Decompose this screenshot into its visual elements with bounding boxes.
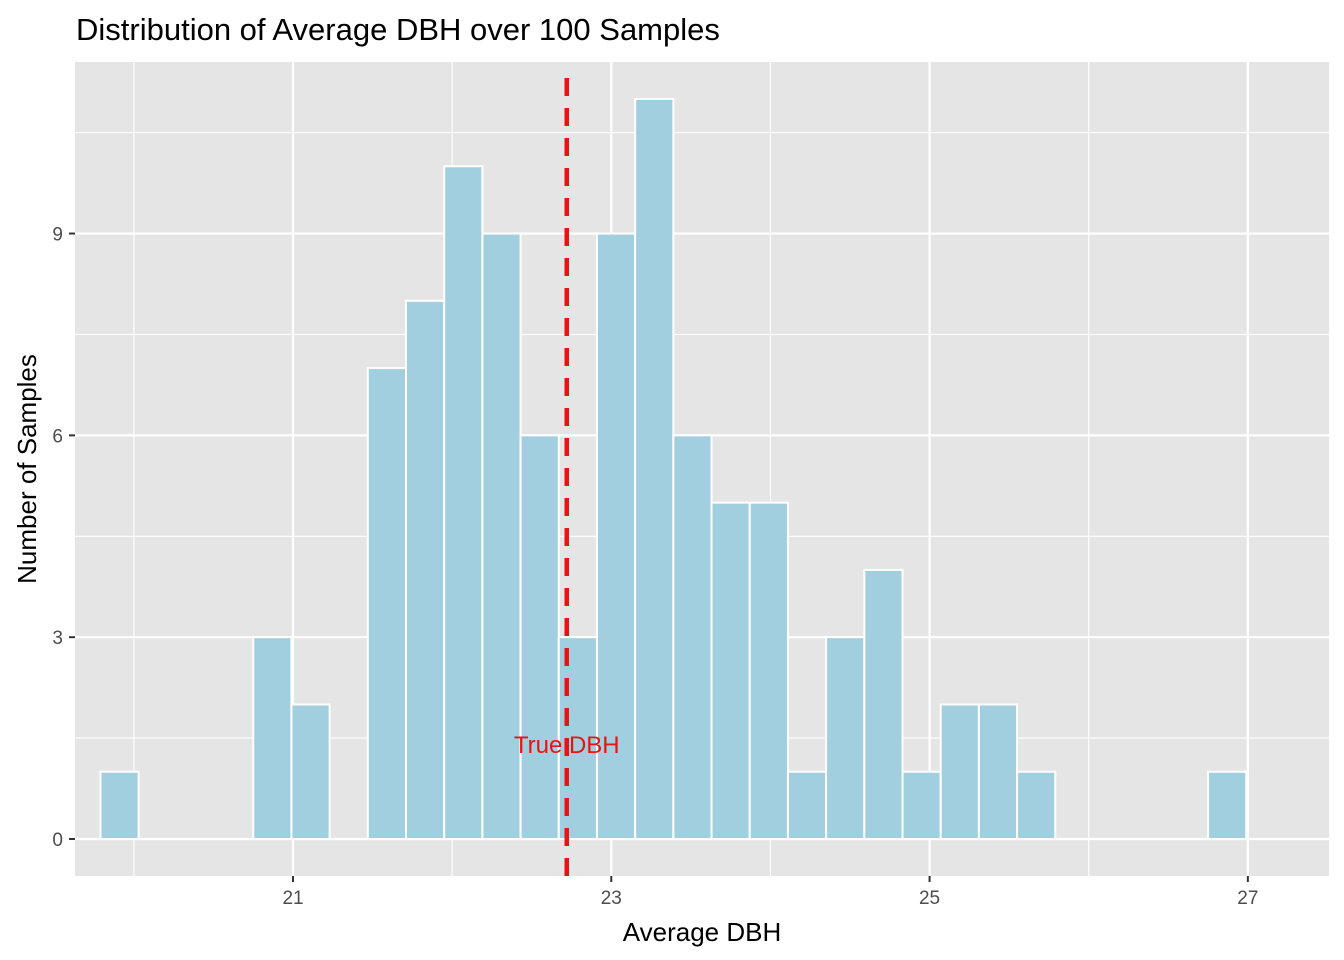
histogram-bar [634, 98, 675, 840]
histogram-bar [825, 636, 866, 840]
histogram-bar [748, 501, 789, 840]
x-tick-label: 21 [282, 888, 303, 909]
x-tick-label: 27 [1237, 888, 1258, 909]
x-axis-title: Average DBH [623, 917, 782, 947]
histogram-bar [977, 703, 1019, 840]
histogram-bar [481, 232, 522, 840]
histogram-bar [405, 299, 446, 840]
histogram-bar [1016, 770, 1057, 841]
x-axis-ticks: 21 23 25 27 [282, 876, 1258, 909]
true-dbh-annotation: True DBH [514, 732, 620, 759]
histogram-bar [252, 636, 293, 840]
y-tick-label: 0 [52, 830, 63, 851]
histogram-bar [99, 770, 140, 841]
histogram-bar [672, 434, 713, 840]
y-tick-label: 9 [52, 225, 63, 246]
histogram-bar [366, 367, 408, 840]
histogram-bar [710, 501, 751, 840]
histogram-bars [99, 98, 1248, 841]
histogram-bar [939, 703, 980, 840]
y-tick-label: 6 [52, 426, 63, 447]
histogram-bar [901, 770, 942, 841]
y-tick-label: 3 [52, 628, 63, 649]
histogram-bar [1207, 770, 1248, 841]
chart-title: Distribution of Average DBH over 100 Sam… [76, 12, 720, 47]
x-tick-label: 23 [601, 888, 622, 909]
y-axis-title: Number of Samples [12, 354, 42, 584]
histogram-bar [519, 434, 560, 840]
x-tick-label: 25 [919, 888, 940, 909]
histogram-bar [290, 703, 331, 840]
histogram-bar [863, 568, 904, 841]
y-axis-ticks: 0 3 6 9 [52, 225, 75, 851]
histogram-bar [443, 165, 484, 841]
histogram-bar [786, 770, 828, 841]
histogram-bar [595, 232, 637, 840]
